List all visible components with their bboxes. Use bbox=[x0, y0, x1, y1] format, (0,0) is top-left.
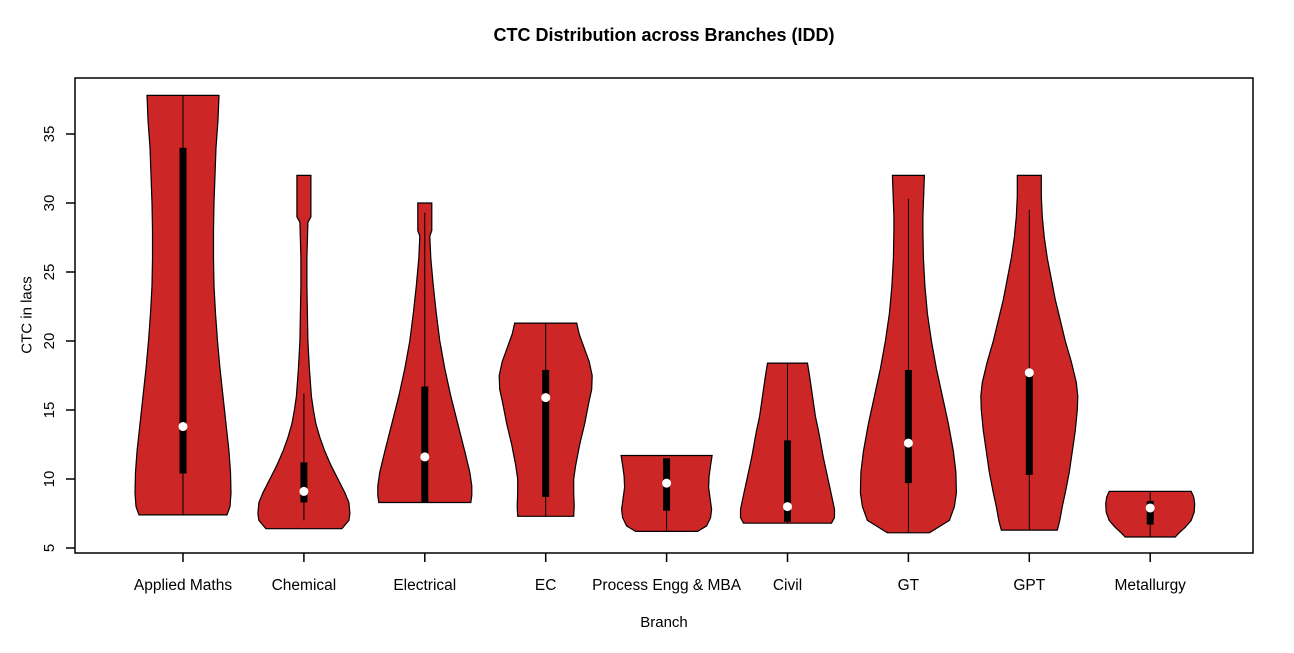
median-dot-metallurgy bbox=[1145, 503, 1155, 513]
median-dot-civil bbox=[783, 502, 792, 512]
plot-border bbox=[74, 77, 1254, 554]
median-dot-electrical bbox=[420, 452, 430, 462]
y-axis-tick-label: 15 bbox=[41, 402, 58, 419]
y-axis-tick-label: 5 bbox=[41, 544, 58, 552]
x-axis-tick-label: Electrical bbox=[393, 577, 456, 594]
y-axis-tick-label: 25 bbox=[41, 264, 58, 281]
iqr-box-applied-maths bbox=[179, 147, 187, 474]
x-axis-tick-label: Applied Maths bbox=[134, 577, 232, 594]
y-axis-tick-label: 20 bbox=[41, 333, 58, 350]
iqr-box-metallurgy bbox=[1146, 501, 1154, 525]
y-axis-tick-label: 30 bbox=[41, 195, 58, 212]
iqr-box-civil bbox=[784, 440, 791, 522]
median-dot-gpt bbox=[1024, 368, 1034, 378]
median-dot-applied-maths bbox=[178, 422, 188, 432]
x-axis-label: Branch bbox=[640, 614, 688, 631]
chart-title: CTC Distribution across Branches (IDD) bbox=[493, 25, 835, 45]
x-axis-tick-label: Process Engg & MBA bbox=[592, 577, 742, 594]
median-dot-process-engg-mba bbox=[662, 478, 672, 488]
iqr-box-gpt bbox=[1025, 369, 1033, 475]
median-dot-chemical bbox=[299, 486, 309, 496]
iqr-box-electrical bbox=[421, 386, 429, 503]
x-axis-tick-label: Civil bbox=[773, 577, 802, 594]
x-axis-tick-label: GT bbox=[898, 577, 920, 594]
violin-chemical bbox=[257, 174, 351, 530]
iqr-box-chemical bbox=[300, 462, 308, 503]
median-dot-gt bbox=[903, 438, 913, 448]
iqr-box-gt bbox=[904, 369, 912, 484]
median-dot-ec bbox=[541, 393, 551, 403]
y-axis-tick-label: 35 bbox=[41, 126, 58, 143]
x-axis-tick-label: EC bbox=[535, 577, 557, 594]
y-axis-tick-label: 10 bbox=[41, 471, 58, 488]
x-axis-tick-label: Metallurgy bbox=[1114, 577, 1186, 594]
x-axis-tick-label: GPT bbox=[1013, 577, 1045, 594]
iqr-box-ec bbox=[542, 369, 550, 497]
x-axis-tick-label: Chemical bbox=[272, 577, 337, 594]
